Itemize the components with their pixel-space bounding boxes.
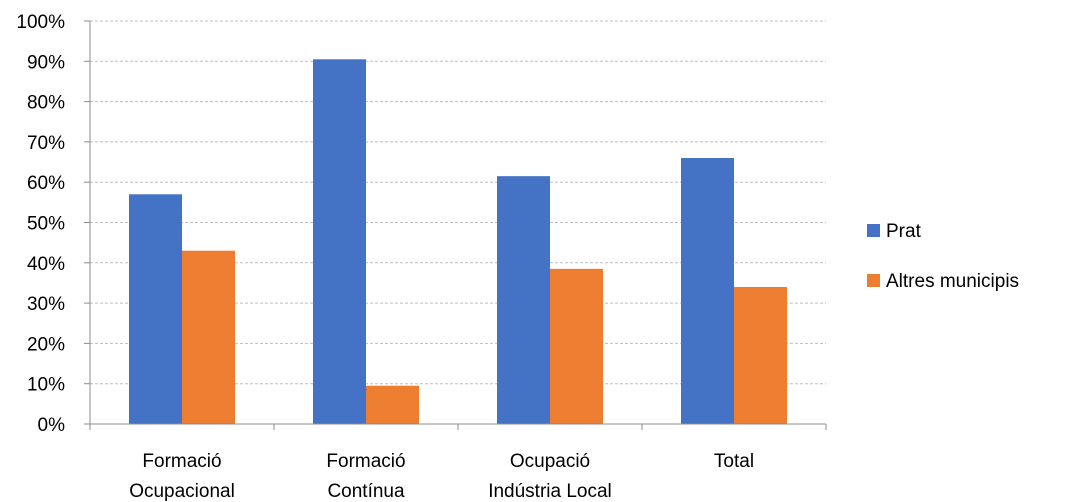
- legend-swatch: [867, 274, 880, 287]
- y-tick-label: 70%: [27, 133, 65, 154]
- y-tick-label: 80%: [27, 93, 65, 114]
- y-axis-tick-labels: 0% 10% 20% 30% 40% 50% 60% 70% 80% 90% 100%: [16, 12, 65, 436]
- y-tick-label: 100%: [16, 12, 65, 33]
- y-tick-label: 0%: [38, 415, 66, 436]
- x-axis-category-labels: Formació Ocupacional Formació Contínua Ocupa…: [129, 451, 754, 502]
- y-tick-label: 60%: [27, 173, 65, 194]
- bar: [129, 194, 182, 424]
- legend-label: Prat: [886, 221, 922, 242]
- x-category-label: Indústria Local: [488, 481, 612, 502]
- bar: [366, 385, 419, 424]
- y-tick-label: 90%: [27, 52, 65, 73]
- bar-group: [129, 59, 787, 424]
- bar: [182, 250, 235, 424]
- bar: [681, 158, 734, 424]
- x-category-label: Ocupació: [510, 451, 590, 472]
- x-category-label: Formació: [326, 451, 405, 472]
- legend-label: Altres municipis: [886, 271, 1019, 292]
- x-category-label: Ocupacional: [129, 481, 235, 502]
- x-category-label: Total: [714, 451, 754, 472]
- y-tick-label: 30%: [27, 294, 65, 315]
- legend-swatch: [867, 224, 880, 237]
- bar: [734, 286, 787, 424]
- bar: [497, 176, 550, 424]
- bar: [313, 59, 366, 424]
- y-tick-label: 20%: [27, 334, 65, 355]
- legend: Prat Altres municipis: [867, 221, 1019, 292]
- axes: [84, 20, 827, 430]
- x-category-label: Formació: [142, 451, 221, 472]
- x-category-label: Contínua: [327, 481, 405, 502]
- bar: [550, 268, 603, 424]
- y-tick-label: 10%: [27, 375, 65, 396]
- y-tick-label: 40%: [27, 254, 65, 275]
- y-tick-label: 50%: [27, 214, 65, 235]
